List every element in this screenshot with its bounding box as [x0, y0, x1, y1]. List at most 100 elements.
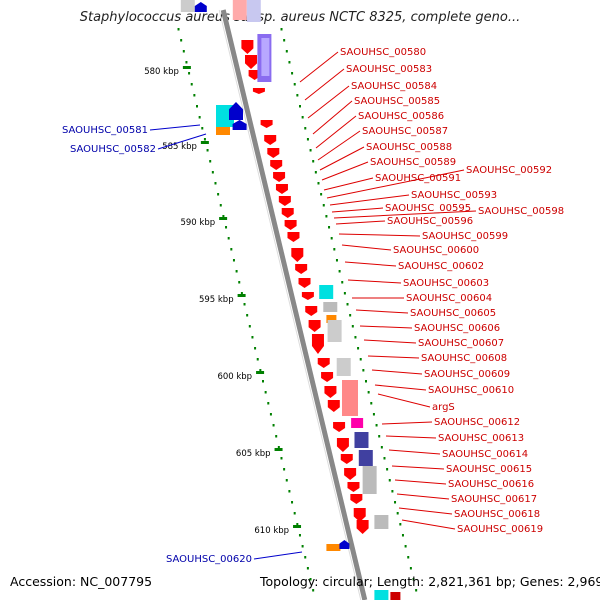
reverse-gene-arrow[interactable]	[194, 2, 207, 12]
gene-label[interactable]: SAOUHSC_00591	[375, 173, 461, 184]
reverse-gene-box[interactable]	[326, 544, 341, 551]
gene-label[interactable]: SAOUHSC_00593	[411, 190, 497, 201]
gene-label[interactable]: SAOUHSC_00588	[366, 142, 452, 153]
forward-gene-arrow[interactable]	[317, 358, 330, 368]
forward-gene-arrow[interactable]	[344, 468, 357, 480]
gene-label[interactable]: SAOUHSC_00620	[166, 554, 252, 565]
forward-gene-arrow[interactable]	[252, 88, 265, 94]
gene-box[interactable]	[336, 358, 351, 376]
tick-mark	[200, 141, 209, 144]
gene-label[interactable]: SAOUHSC_00583	[346, 64, 432, 75]
gene-label[interactable]: SAOUHSC_00604	[406, 293, 492, 304]
gene-label[interactable]: SAOUHSC_00598	[478, 206, 564, 217]
gene-box[interactable]	[323, 302, 338, 312]
forward-gene-arrow[interactable]	[350, 494, 363, 504]
forward-gene-arrow[interactable]	[356, 520, 369, 534]
forward-gene-arrow[interactable]	[321, 372, 334, 382]
reverse-gene-arrow[interactable]	[229, 102, 243, 120]
gene-label[interactable]: SAOUHSC_00606	[414, 323, 500, 334]
forward-gene-arrow[interactable]	[275, 184, 288, 194]
gene-label[interactable]: SAOUHSC_00589	[370, 157, 456, 168]
gene-label[interactable]: SAOUHSC_00612	[434, 417, 520, 428]
forward-gene-arrow[interactable]	[278, 196, 291, 206]
forward-gene-arrow[interactable]	[305, 306, 318, 316]
rna-feature-inner[interactable]	[261, 38, 270, 76]
gene-label[interactable]: SAOUHSC_00586	[358, 111, 444, 122]
forward-gene-arrow[interactable]	[336, 438, 349, 452]
forward-gene-arrow[interactable]	[353, 508, 366, 522]
gene-label[interactable]: SAOUHSC_00585	[354, 96, 440, 107]
gene-label[interactable]: SAOUHSC_00582	[70, 144, 156, 155]
gene-box[interactable]	[362, 466, 377, 494]
forward-gene-arrow[interactable]	[284, 220, 297, 230]
forward-gene-arrow[interactable]	[298, 278, 311, 288]
gene-label[interactable]: SAOUHSC_00580	[340, 47, 426, 58]
gene-label[interactable]: SAOUHSC_00584	[351, 81, 437, 92]
gene-box[interactable]	[354, 432, 369, 448]
forward-gene-arrow[interactable]	[273, 172, 286, 182]
reverse-gene-arrow[interactable]	[339, 540, 350, 549]
forward-gene-arrow[interactable]	[324, 386, 337, 398]
forward-gene-arrow[interactable]	[295, 264, 308, 274]
forward-gene-arrow[interactable]	[270, 160, 283, 170]
forward-gene-arrow[interactable]	[287, 232, 300, 242]
forward-gene-arrow[interactable]	[264, 135, 277, 145]
guide-dot	[304, 556, 307, 559]
feature-partial[interactable]	[232, 0, 247, 20]
forward-gene-arrow[interactable]	[333, 422, 346, 432]
guide-dot	[235, 270, 238, 273]
guide-dot	[243, 303, 246, 306]
gene-label[interactable]: SAOUHSC_00587	[362, 126, 448, 137]
forward-gene-arrow[interactable]	[301, 292, 314, 300]
gene-label[interactable]: SAOUHSC_00595	[385, 203, 471, 214]
gene-label[interactable]: SAOUHSC_00614	[442, 449, 528, 460]
gene-box[interactable]	[374, 590, 389, 600]
gene-label[interactable]: SAOUHSC_00600	[393, 245, 479, 256]
gene-label[interactable]: SAOUHSC_00618	[454, 509, 540, 520]
forward-gene-arrow[interactable]	[308, 320, 321, 332]
gene-label[interactable]: SAOUHSC_00581	[62, 125, 148, 136]
label-leader-line	[317, 130, 361, 161]
feature-partial[interactable]	[246, 0, 261, 22]
forward-gene-arrow[interactable]	[241, 40, 254, 54]
forward-gene-arrow[interactable]	[347, 482, 360, 492]
gene-label[interactable]: argS	[432, 402, 455, 413]
forward-gene-arrow[interactable]	[340, 454, 353, 464]
gene-label[interactable]: SAOUHSC_00609	[424, 369, 510, 380]
gene-label[interactable]: SAOUHSC_00596	[387, 216, 473, 227]
gene-box[interactable]	[326, 315, 337, 323]
forward-gene-arrow[interactable]	[260, 120, 273, 128]
gene-label[interactable]: SAOUHSC_00592	[466, 165, 552, 176]
label-leader-line	[253, 551, 303, 560]
gene-label[interactable]: SAOUHSC_00616	[448, 479, 534, 490]
gene-label[interactable]: SAOUHSC_00602	[398, 261, 484, 272]
gene-label[interactable]: SAOUHSC_00615	[446, 464, 532, 475]
gene-label[interactable]: SAOUHSC_00613	[438, 433, 524, 444]
gene-label[interactable]: SAOUHSC_00617	[451, 494, 537, 505]
gene-label[interactable]: SAOUHSC_00619	[457, 524, 543, 535]
forward-gene-arrow[interactable]	[245, 55, 257, 69]
gene-box[interactable]	[358, 450, 373, 466]
gene-box[interactable]	[351, 418, 364, 428]
gene-box[interactable]	[342, 380, 358, 416]
gene-box[interactable]	[319, 285, 334, 299]
gene-label[interactable]: SAOUHSC_00603	[403, 278, 489, 289]
forward-gene-arrow[interactable]	[327, 400, 340, 412]
gene-label[interactable]: SAOUHSC_00607	[418, 338, 504, 349]
gene-label[interactable]: SAOUHSC_00608	[421, 353, 507, 364]
feature-partial[interactable]	[180, 0, 195, 12]
gene-label[interactable]: SAOUHSC_00599	[422, 231, 508, 242]
guide-dot	[372, 413, 375, 416]
gene-label[interactable]: SAOUHSC_00610	[428, 385, 514, 396]
forward-gene-arrow[interactable]	[311, 334, 324, 354]
gene-box[interactable]	[327, 320, 342, 342]
gene-label[interactable]: SAOUHSC_00605	[410, 308, 496, 319]
forward-gene-arrow[interactable]	[291, 248, 304, 262]
reverse-gene-box[interactable]	[216, 127, 230, 135]
gene-box[interactable]	[390, 592, 401, 600]
forward-gene-arrow[interactable]	[281, 208, 294, 218]
gene-box[interactable]	[374, 515, 389, 529]
reverse-gene-arrow[interactable]	[232, 120, 247, 130]
forward-gene-arrow[interactable]	[267, 148, 280, 158]
